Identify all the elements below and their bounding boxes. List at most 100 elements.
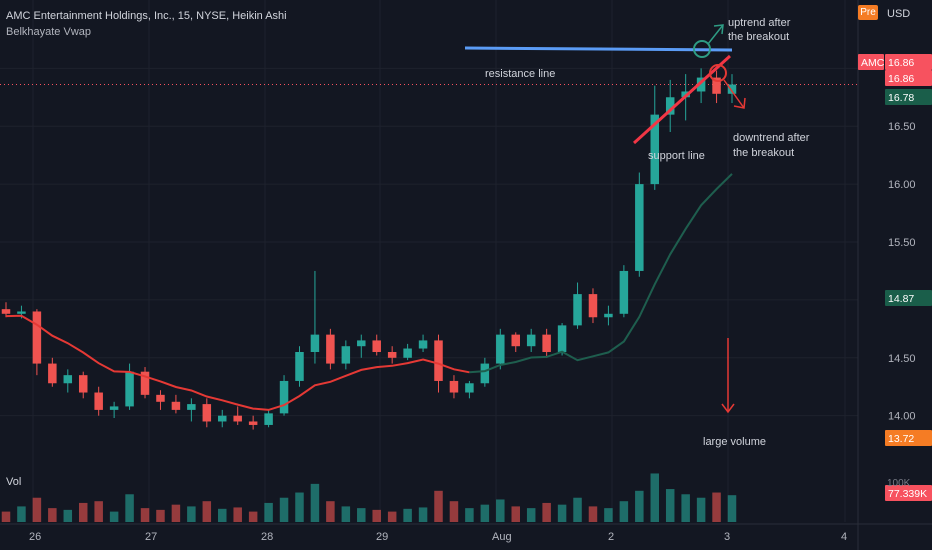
candle-body[interactable] bbox=[233, 415, 242, 422]
candle-body[interactable] bbox=[696, 77, 706, 92]
volume-bar[interactable] bbox=[696, 497, 706, 522]
resistance-line[interactable] bbox=[464, 46, 733, 52]
volume-bar[interactable] bbox=[248, 511, 258, 522]
candle-body[interactable] bbox=[511, 334, 520, 347]
candle-body[interactable] bbox=[557, 325, 567, 352]
candle-body[interactable] bbox=[387, 352, 397, 358]
candle-body[interactable] bbox=[78, 375, 88, 393]
candle-body[interactable] bbox=[109, 406, 119, 410]
symbol-title[interactable]: AMC Entertainment Holdings, Inc., 15, NY… bbox=[6, 10, 287, 22]
candle-body[interactable] bbox=[32, 311, 42, 364]
volume-bar[interactable] bbox=[1, 511, 11, 522]
volume-bar[interactable] bbox=[202, 501, 212, 522]
candle-body[interactable] bbox=[1, 309, 11, 314]
volume-bar[interactable] bbox=[171, 504, 181, 522]
volume-bar[interactable] bbox=[326, 501, 335, 522]
candle-body[interactable] bbox=[341, 346, 351, 364]
candle-body[interactable] bbox=[526, 334, 536, 347]
volume-bar[interactable] bbox=[465, 508, 474, 522]
candle-body[interactable] bbox=[588, 294, 598, 318]
volume-bar[interactable] bbox=[712, 492, 721, 522]
volume-bar[interactable] bbox=[480, 504, 490, 522]
volume-bar[interactable] bbox=[418, 507, 428, 522]
candle-body[interactable] bbox=[48, 363, 57, 384]
volume-bar[interactable] bbox=[511, 506, 520, 522]
candle-body[interactable] bbox=[496, 334, 505, 364]
volume-bar[interactable] bbox=[78, 502, 88, 522]
volume-bar[interactable] bbox=[218, 508, 227, 522]
candle-body[interactable] bbox=[140, 371, 150, 395]
volume-bar[interactable] bbox=[573, 497, 582, 522]
candle-body[interactable] bbox=[465, 383, 474, 393]
candle-body[interactable] bbox=[619, 270, 629, 314]
volume-bar[interactable] bbox=[187, 506, 196, 522]
candle-body[interactable] bbox=[604, 313, 613, 318]
candle-body[interactable] bbox=[125, 371, 134, 407]
candle-body[interactable] bbox=[295, 352, 304, 381]
candle-body[interactable] bbox=[17, 311, 26, 314]
volume-bar[interactable] bbox=[295, 492, 304, 522]
volume-bar[interactable] bbox=[17, 506, 26, 522]
volume-bar[interactable] bbox=[588, 506, 598, 522]
volume-bar[interactable] bbox=[604, 508, 613, 522]
candle-body[interactable] bbox=[310, 334, 320, 352]
candle-body[interactable] bbox=[279, 380, 289, 414]
volume-bar[interactable] bbox=[140, 508, 150, 522]
candle-body[interactable] bbox=[650, 114, 660, 185]
candle-body[interactable] bbox=[403, 348, 412, 358]
volume-bar[interactable] bbox=[449, 501, 459, 522]
volume-bar[interactable] bbox=[372, 509, 381, 522]
candle-body[interactable] bbox=[418, 340, 428, 349]
candle-body[interactable] bbox=[156, 394, 165, 402]
candle-body[interactable] bbox=[372, 340, 381, 352]
volume-bar[interactable] bbox=[32, 497, 42, 522]
volume-bar[interactable] bbox=[125, 494, 134, 522]
candle-body[interactable] bbox=[94, 392, 103, 410]
volume-bar[interactable] bbox=[727, 495, 737, 522]
volume-bar[interactable] bbox=[681, 494, 690, 522]
volume-bar[interactable] bbox=[264, 502, 273, 522]
volume-bar[interactable] bbox=[357, 508, 366, 522]
volume-bar[interactable] bbox=[156, 509, 165, 522]
volume-bar[interactable] bbox=[526, 508, 536, 522]
volume-bar[interactable] bbox=[109, 511, 119, 522]
volume-bar[interactable] bbox=[279, 497, 289, 522]
volume-bar[interactable] bbox=[635, 490, 644, 522]
candle-body[interactable] bbox=[449, 380, 459, 393]
volume-bar[interactable] bbox=[94, 501, 103, 522]
volume-bar[interactable] bbox=[387, 511, 397, 522]
candle-body[interactable] bbox=[665, 97, 675, 115]
candle-body[interactable] bbox=[480, 363, 490, 384]
volume-bar[interactable] bbox=[665, 489, 675, 522]
volume-bar[interactable] bbox=[619, 501, 629, 522]
volume-label[interactable]: Vol bbox=[6, 476, 22, 488]
volume-bar[interactable] bbox=[403, 508, 412, 522]
volume-bar[interactable] bbox=[341, 506, 351, 522]
support-line[interactable] bbox=[632, 54, 732, 145]
candle-body[interactable] bbox=[218, 415, 227, 422]
volume-bar[interactable] bbox=[48, 508, 57, 522]
candle-body[interactable] bbox=[187, 404, 196, 410]
candle-body[interactable] bbox=[202, 404, 212, 422]
candle-body[interactable] bbox=[542, 334, 551, 352]
volume-bar[interactable] bbox=[434, 490, 443, 522]
volume-bar[interactable] bbox=[557, 504, 567, 522]
volume-bar[interactable] bbox=[542, 502, 551, 522]
candle-body[interactable] bbox=[357, 340, 366, 347]
candle-body[interactable] bbox=[573, 294, 582, 326]
volume-bar[interactable] bbox=[310, 483, 320, 522]
currency-label[interactable]: USD bbox=[887, 8, 911, 20]
candle-body[interactable] bbox=[171, 401, 181, 410]
candle-body[interactable] bbox=[248, 421, 258, 425]
volume-bar[interactable] bbox=[63, 509, 73, 522]
candle-body[interactable] bbox=[264, 413, 273, 425]
volume-bar[interactable] bbox=[650, 473, 660, 522]
volume-bar[interactable] bbox=[233, 507, 242, 522]
candle-body[interactable] bbox=[635, 184, 644, 271]
candle-body[interactable] bbox=[712, 77, 721, 94]
indicator-label[interactable]: Belkhayate Vwap bbox=[6, 26, 91, 38]
candle-body[interactable] bbox=[63, 375, 73, 384]
volume-bar[interactable] bbox=[496, 499, 505, 522]
candle-body[interactable] bbox=[727, 84, 737, 94]
candle-body[interactable] bbox=[326, 334, 335, 364]
